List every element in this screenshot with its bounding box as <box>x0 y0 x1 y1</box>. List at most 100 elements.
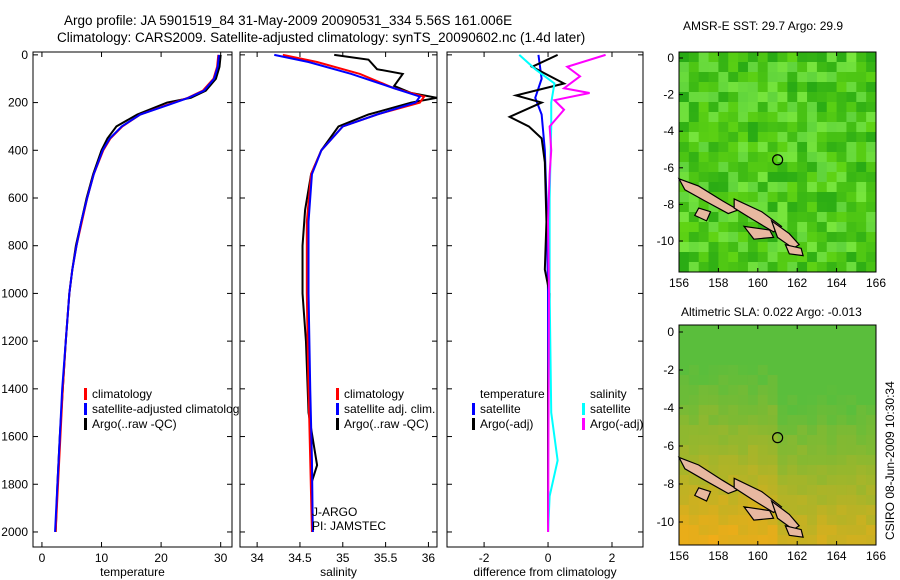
map-cell <box>787 262 798 273</box>
map-cell <box>708 102 719 113</box>
map-cell <box>846 212 857 223</box>
map-cell <box>777 355 788 366</box>
map-cell <box>777 475 788 486</box>
map-cell <box>856 535 867 546</box>
map-cell <box>846 415 857 426</box>
map-cell <box>836 182 847 193</box>
map-cell <box>826 182 838 193</box>
map-cell <box>767 82 778 93</box>
map-sla-title: Altimetric SLA: 0.022 Argo: -0.013 <box>681 305 862 319</box>
y-tick-label: 1600 <box>1 430 28 444</box>
map-cell <box>688 212 700 223</box>
map-cell <box>846 152 857 163</box>
map-cell <box>807 172 818 183</box>
map-cell <box>698 172 710 183</box>
map-cell <box>698 92 710 103</box>
map-cell <box>856 395 867 406</box>
map-cell <box>747 535 759 546</box>
map-cell <box>777 92 788 103</box>
map-cell <box>757 182 769 193</box>
map-cell <box>777 325 788 336</box>
map-cell <box>738 365 749 376</box>
map-cell <box>688 192 700 203</box>
map-cell <box>738 325 749 336</box>
map-cell <box>826 232 838 243</box>
map-cell <box>787 252 798 263</box>
island <box>742 505 775 521</box>
map-cell <box>826 325 838 336</box>
map-cell <box>816 82 828 93</box>
map-cell <box>738 112 749 123</box>
map-cell <box>698 425 710 436</box>
map-cell <box>866 535 877 546</box>
map-cell <box>846 102 857 113</box>
y-tick-label: 800 <box>8 239 28 253</box>
map-cell <box>826 72 838 83</box>
map-cell <box>826 485 838 496</box>
map-cell <box>747 172 759 183</box>
map-cell <box>688 445 700 456</box>
map-cell <box>777 102 788 113</box>
map-cell <box>747 435 759 446</box>
map-cell <box>688 242 700 253</box>
map-cell <box>767 192 778 203</box>
map-cell <box>836 252 847 263</box>
map-cell <box>757 355 769 366</box>
map-cell <box>816 465 828 476</box>
map-cell <box>747 122 759 133</box>
map-cell <box>728 495 739 506</box>
map-cell <box>708 445 719 456</box>
map-cell <box>807 162 818 173</box>
map-cell <box>836 122 847 133</box>
legend-swatch <box>84 388 87 400</box>
map-cell <box>836 62 847 73</box>
map-cell <box>688 525 700 536</box>
map-cell <box>836 335 847 346</box>
map-cell <box>767 262 778 273</box>
pi-annotation-line1: J-ARGO <box>312 505 358 519</box>
map-cell <box>679 82 690 93</box>
map-cell <box>787 325 798 336</box>
map-cell <box>728 435 739 446</box>
map-cell <box>688 52 700 63</box>
map-cell <box>777 425 788 436</box>
map-cell <box>679 405 690 416</box>
map-cell <box>807 335 818 346</box>
map-cell <box>718 495 729 506</box>
map-cell <box>757 92 769 103</box>
map-cell <box>836 495 847 506</box>
map-cell <box>816 345 828 356</box>
map-cell <box>738 252 749 263</box>
legend-swatch <box>472 403 475 415</box>
map-cell <box>836 232 847 243</box>
map-cell <box>826 202 838 213</box>
map-cell <box>698 122 710 133</box>
map-cell <box>738 162 749 173</box>
map-y-tick-label: -10 <box>657 515 675 529</box>
x-tick-label: 20 <box>154 551 168 565</box>
map-cell <box>856 162 867 173</box>
map-cell <box>718 82 729 93</box>
map-cell <box>816 495 828 506</box>
map-cell <box>688 425 700 436</box>
map-cell <box>836 505 847 516</box>
map-cell <box>708 535 719 546</box>
map-cell <box>718 535 729 546</box>
map-cell <box>846 355 857 366</box>
map-cell <box>846 425 857 436</box>
map-cell <box>856 222 867 233</box>
map-cell <box>728 345 739 356</box>
map-cell <box>747 425 759 436</box>
map-cell <box>728 475 739 486</box>
series-satellite <box>274 53 422 532</box>
map-cell <box>747 262 759 273</box>
map-cell <box>708 395 719 406</box>
map-cell <box>856 505 867 516</box>
map-cell <box>708 162 719 173</box>
map-cell <box>797 112 808 123</box>
map-cell <box>757 222 769 233</box>
map-cell <box>856 182 867 193</box>
map-cell <box>777 335 788 346</box>
map-cell <box>698 162 710 173</box>
map-cell <box>757 262 769 273</box>
